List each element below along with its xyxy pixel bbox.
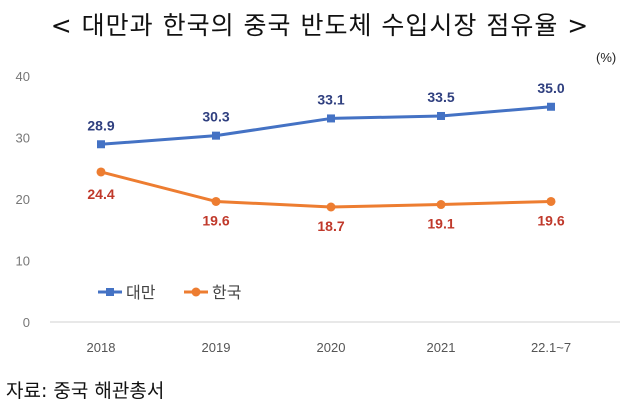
y-tick-label: 10 — [16, 254, 30, 269]
data-label: 33.5 — [427, 89, 454, 105]
y-tick-label: 20 — [16, 192, 30, 207]
data-point — [211, 196, 221, 206]
series-line — [100, 105, 552, 146]
data-point — [212, 131, 220, 140]
data-point — [436, 200, 446, 210]
data-label: 19.6 — [202, 212, 229, 228]
x-tick-label: 22.1~7 — [531, 340, 571, 355]
data-label: 24.4 — [87, 186, 114, 202]
y-tick-label: 0 — [23, 315, 30, 330]
legend-label: 한국 — [212, 284, 241, 302]
data-point — [437, 111, 445, 120]
data-label: 18.7 — [317, 218, 344, 234]
data-label: 30.3 — [202, 109, 229, 125]
x-tick-label: 2021 — [427, 340, 456, 355]
series-line — [100, 170, 552, 209]
data-point — [96, 167, 106, 177]
data-point — [327, 114, 335, 123]
legend-swatch-marker — [106, 288, 114, 296]
data-point — [547, 102, 555, 111]
y-tick-label: 30 — [16, 131, 30, 146]
data-label: 19.1 — [427, 216, 454, 232]
chart-title: < 대만과 한국의 중국 반도체 수입시장 점유율 > — [50, 11, 590, 40]
x-tick-label: 2019 — [202, 340, 231, 355]
data-point — [97, 140, 105, 149]
source-note: 자료: 중국 해관총서 — [6, 380, 165, 402]
y-tick-label: 40 — [16, 69, 30, 84]
unit-label: (%) — [596, 50, 617, 65]
data-point — [326, 202, 336, 212]
data-label: 19.6 — [537, 212, 564, 228]
data-label: 28.9 — [87, 117, 114, 133]
data-label: 33.1 — [317, 91, 344, 107]
data-point — [546, 196, 556, 206]
x-tick-label: 2018 — [87, 340, 116, 355]
x-tick-label: 2020 — [317, 340, 346, 355]
legend-swatch-marker — [191, 287, 201, 297]
data-label: 35.0 — [537, 80, 564, 96]
legend-label: 대만 — [126, 284, 156, 302]
